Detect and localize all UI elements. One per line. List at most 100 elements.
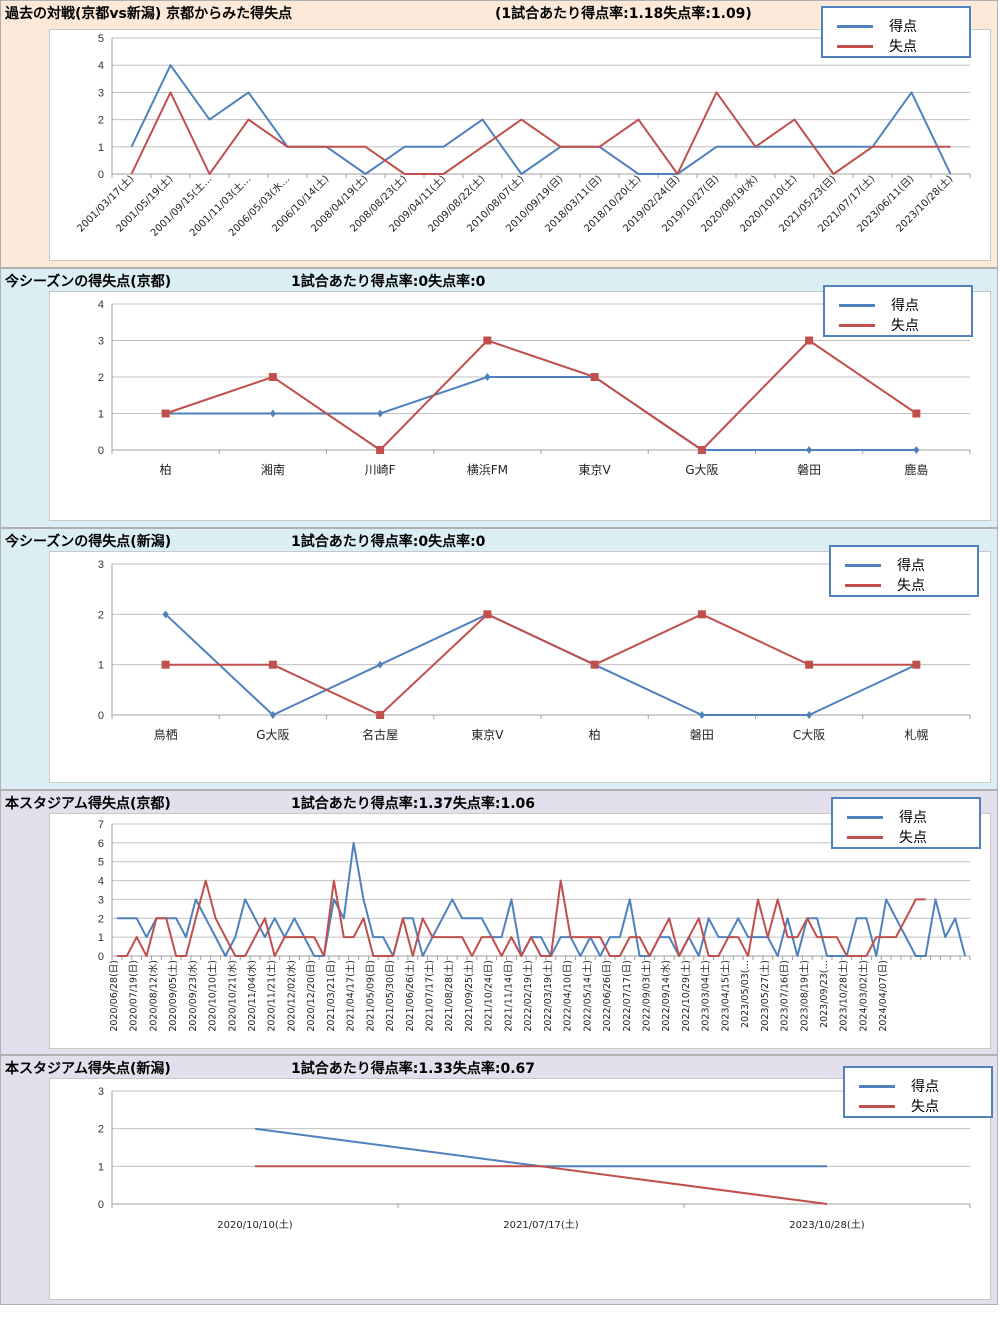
y-tick-label: 4 <box>98 876 104 888</box>
x-tick-label: 2021/08/28(土) <box>443 960 455 1032</box>
x-tick-label: 2023/10/28(土) <box>838 960 850 1032</box>
data-point-conceded <box>805 660 814 669</box>
x-tick-label: 2020/07/19(日) <box>129 960 140 1032</box>
y-tick-label: 2 <box>98 913 104 925</box>
data-point-scored <box>806 711 813 719</box>
y-tick-label: 2 <box>98 609 104 621</box>
x-tick-label: 2022/07/17(日) <box>622 960 633 1032</box>
legend-scored-swatch <box>845 564 881 567</box>
x-tick-label: 2024/04/07(日) <box>878 960 889 1032</box>
series-line-scored <box>165 376 917 451</box>
data-point-scored <box>269 409 276 418</box>
y-tick-label: 3 <box>98 87 104 99</box>
x-tick-label: 2021/07/17(土) <box>424 960 436 1032</box>
season-niigata-plot: 0 1 2 3 鳥栖 G大阪 名古屋 東京V 柏 磐田 C大阪 札幌 <box>98 559 971 742</box>
legend-conceded: 失点 <box>823 36 969 56</box>
history-title: 過去の対戦(京都vs新潟) 京都からみた得失点 <box>5 6 293 22</box>
data-point-conceded <box>912 660 921 669</box>
legend-scored: 得点 <box>823 16 969 36</box>
x-tick-label: 横浜FM <box>467 463 508 477</box>
x-tick-label: 2020/11/04(水) <box>246 960 258 1032</box>
x-tick-label: 2020/10/10(土) <box>207 960 219 1032</box>
data-point-conceded <box>590 660 599 669</box>
x-tick-label: 2021/06/26(土) <box>404 960 416 1032</box>
y-tick-label: 0 <box>98 951 104 963</box>
x-tick-label: 2020/08/12(水) <box>147 960 159 1032</box>
legend-conceded-label: 失点 <box>899 830 927 846</box>
legend-conceded-swatch <box>845 584 881 587</box>
x-tick-label: 2023/10/28(土) <box>789 1218 865 1231</box>
y-tick-label: 0 <box>98 169 104 181</box>
x-tick-label: G大阪 <box>685 463 718 477</box>
season-kyoto-panel: 今シーズンの得失点(京都) 1試合あたり得点率:0失点率:0 0 1 2 3 4 柏 湘南 川… <box>0 268 998 528</box>
x-tick-label: 2020/12/20(日) <box>306 960 317 1032</box>
data-point-conceded <box>268 373 277 381</box>
history-plot: 0123452001/03/17(土)2001/05/19(土)2001/09/… <box>74 33 971 239</box>
y-tick-label: 1 <box>98 142 104 154</box>
x-tick-label: 2022/03/19(土) <box>542 960 554 1032</box>
legend-conceded-label: 失点 <box>889 39 917 55</box>
data-point-scored <box>913 446 920 454</box>
legend-scored: 得点 <box>833 807 979 827</box>
series-line-conceded <box>165 613 917 716</box>
y-tick-label: 0 <box>98 710 104 722</box>
y-tick-label: 4 <box>98 299 104 311</box>
legend-scored-swatch <box>837 25 873 28</box>
legend-conceded: 失点 <box>831 575 977 595</box>
data-point-conceded <box>483 610 492 619</box>
stadium-niigata-title: 本スタジアム得失点(新潟) <box>5 1061 171 1077</box>
y-tick-label: 0 <box>98 1199 104 1211</box>
y-tick-label: 4 <box>98 60 104 72</box>
data-point-scored <box>162 610 169 619</box>
series-line-conceded <box>130 91 951 175</box>
x-tick-label: 川崎F <box>365 463 396 477</box>
y-tick-label: 5 <box>98 33 104 45</box>
data-point-conceded <box>912 409 921 418</box>
data-point-scored <box>377 409 384 418</box>
stadium-kyoto-rate: 1試合あたり得点率:1.37失点率:1.06 <box>291 796 536 812</box>
x-tick-label: 柏 <box>589 727 601 742</box>
data-point-conceded <box>161 409 170 418</box>
data-point-conceded <box>697 610 706 619</box>
x-tick-label: 2020/10/21(水) <box>226 960 238 1032</box>
legend-scored: 得点 <box>831 555 977 575</box>
x-tick-label: 2022/09/03(土) <box>640 960 652 1032</box>
x-tick-label: 2021/09/25(土) <box>463 960 475 1032</box>
legend-scored-label: 得点 <box>891 298 919 314</box>
stadium-kyoto-plot: 0 1 2 3 4 5 6 7 2020/06/28(日) 2020/07/19(日) 2020/0… <box>98 819 971 1032</box>
x-tick-label: 2022/10/29(土) <box>680 960 692 1032</box>
x-tick-label: 2020/12/02(水) <box>285 960 297 1032</box>
x-tick-label: 2022/04/10(日) <box>563 960 574 1032</box>
x-tick-label: G大阪 <box>256 728 289 742</box>
legend-conceded-swatch <box>847 836 883 839</box>
history-chart: 0 1 2 3 4 5 2001/03/17(土) 2001/05/19(土) 2001/09/… <box>49 29 991 261</box>
data-point-conceded <box>697 446 706 454</box>
series-line-scored <box>116 841 967 957</box>
legend-conceded: 失点 <box>825 315 971 335</box>
x-tick-label: 2024/03/02(土) <box>857 960 869 1032</box>
stadium-niigata-rate: 1試合あたり得点率:1.33失点率:0.67 <box>291 1061 536 1077</box>
x-tick-label: 2022/06/26(日) <box>602 960 613 1032</box>
y-tick-label: 6 <box>98 838 104 850</box>
data-point-conceded <box>161 660 170 669</box>
x-tick-label: 2023/05/03(… <box>740 960 751 1028</box>
season-niigata-legend: 得点 失点 <box>829 545 979 597</box>
x-tick-label: 2023/05/27(土) <box>759 960 771 1032</box>
legend-conceded: 失点 <box>833 827 979 847</box>
data-point-scored <box>269 711 276 719</box>
stadium-kyoto-title: 本スタジアム得失点(京都) <box>5 796 171 812</box>
history-panel: 過去の対戦(京都vs新潟) 京都からみた得失点 (1試合あたり得点率:1.18失… <box>0 0 998 268</box>
history-legend: 得点 失点 <box>821 6 971 58</box>
legend-scored-swatch <box>839 304 875 307</box>
x-tick-label: 2023/09/23(… <box>819 960 830 1028</box>
x-tick-label: 2020/11/21(土) <box>266 960 278 1032</box>
x-tick-label: 2021/03/21(日) <box>326 960 337 1032</box>
x-tick-label: 2021/05/09(日) <box>365 960 376 1032</box>
x-tick-label: 2020/06/28(日) <box>109 960 120 1032</box>
x-tick-label: 柏 <box>160 462 172 477</box>
legend-scored-label: 得点 <box>897 558 925 574</box>
x-tick-label: 磐田 <box>797 463 821 477</box>
y-tick-label: 5 <box>98 857 104 869</box>
y-tick-label: 0 <box>98 445 104 457</box>
x-tick-label: 鳥栖 <box>154 727 178 742</box>
